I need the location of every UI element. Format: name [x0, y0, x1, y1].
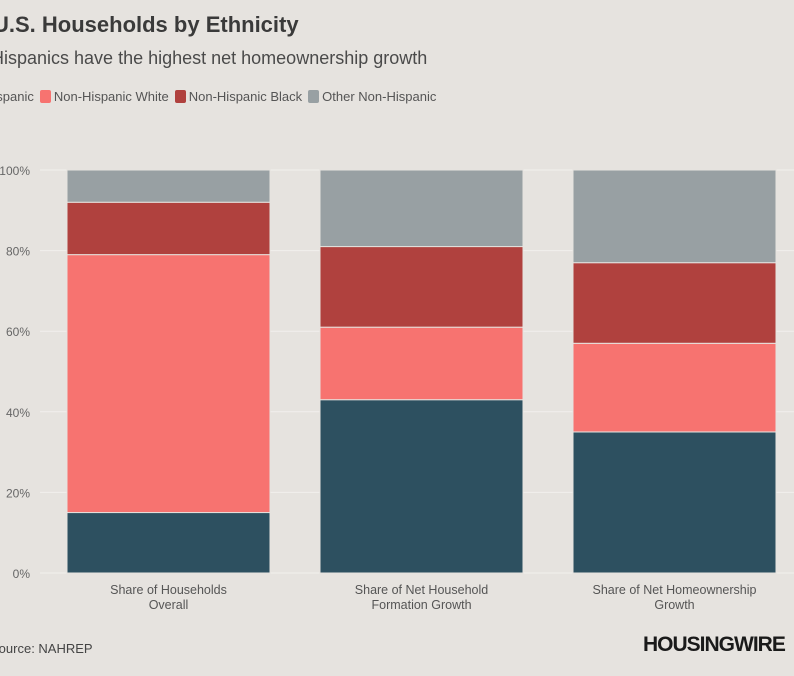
- bar-segment: [572, 342, 777, 433]
- x-tick-label: Share of Net Household Formation Growth: [355, 583, 488, 612]
- y-tick-label: 0%: [13, 567, 31, 581]
- legend-swatch: [308, 90, 320, 103]
- y-tick-label: 100%: [0, 164, 30, 178]
- legend-label: Non-Hispanic Black: [188, 89, 303, 104]
- source-note: Source: NAHREP: [0, 641, 93, 656]
- legend-label: Hispanic: [0, 89, 34, 104]
- legend-label: Other Non-Hispanic: [322, 89, 437, 104]
- bar-segment: [319, 326, 524, 401]
- y-tick-label: 40%: [6, 406, 30, 420]
- legend: Hispanic Non-Hispanic White Non-Hispanic B…: [0, 89, 442, 104]
- x-tick-label: Share of Households Overall: [110, 583, 227, 612]
- legend-item: Non-Hispanic White: [39, 89, 169, 104]
- x-tick-label: Share of Net Homeownership Growth: [593, 583, 757, 612]
- bar-segment: [66, 512, 271, 574]
- housingwire-logo: HOUSINGWIRE: [643, 633, 786, 656]
- bar-segment: [66, 254, 271, 514]
- legend-item: Hispanic: [0, 89, 34, 104]
- bar-segment: [66, 169, 271, 203]
- y-tick-label: 20%: [6, 486, 30, 500]
- y-tick-label: 80%: [6, 245, 30, 259]
- legend-item: Other Non-Hispanic: [308, 89, 436, 104]
- legend-swatch: [174, 90, 186, 103]
- legend-swatch: [39, 90, 51, 103]
- bar-segment: [319, 169, 524, 248]
- bar-segment: [66, 201, 271, 256]
- bar-segment: [319, 399, 524, 574]
- legend-label: Non-Hispanic White: [53, 89, 169, 104]
- bar-segment: [572, 431, 777, 574]
- y-tick-label: 60%: [6, 325, 30, 339]
- bar-segment: [572, 169, 777, 264]
- bar-segment: [572, 262, 777, 344]
- chart-subtitle: Hispanics have the highest net homeowner…: [0, 48, 428, 68]
- bar-segment: [319, 246, 524, 328]
- chart-title: U.S. Households by Ethnicity: [0, 12, 299, 37]
- legend-item: Non-Hispanic Black: [174, 89, 303, 104]
